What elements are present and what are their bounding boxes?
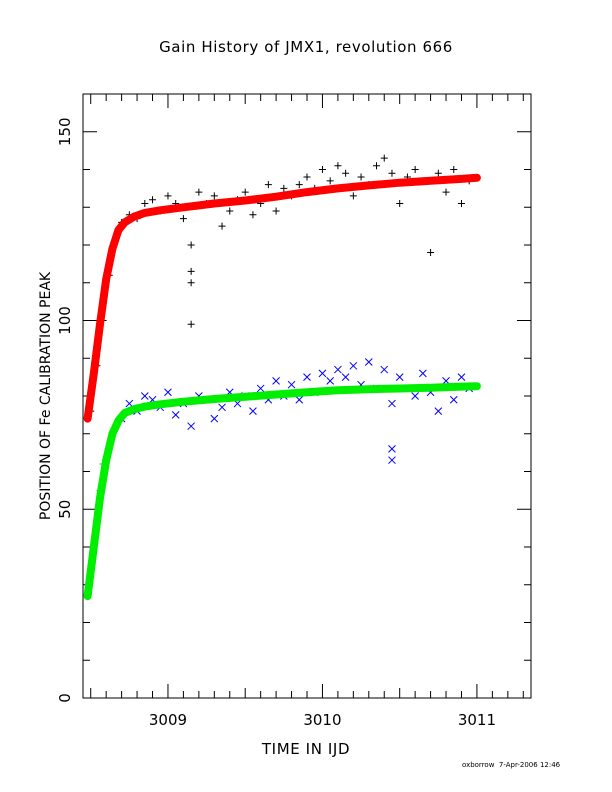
y-axis-label: POSITION OF Fe CALIBRATION PEAK: [38, 271, 54, 520]
y-tick-label: 150: [56, 117, 74, 146]
series-2-point: [318, 369, 327, 378]
y-tick-label: 100: [56, 306, 74, 335]
series-2-point: [349, 361, 358, 370]
series-2-point: [449, 395, 458, 404]
series-2-point: [256, 384, 265, 393]
series-2-point: [272, 377, 280, 385]
series-2-point: [434, 407, 443, 415]
series-0-point: [373, 162, 381, 170]
y-tick-label: 50: [56, 500, 74, 519]
y-tick-label: 0: [56, 693, 74, 703]
series-2-point: [364, 358, 373, 366]
series-0-point: [349, 192, 357, 200]
series-0-point: [210, 192, 218, 200]
series-0-point: [295, 181, 303, 189]
x-tick-label: 3010: [303, 711, 341, 729]
series-2-point: [295, 395, 304, 404]
footer-user: oxborrow: [462, 761, 495, 769]
series-2-point: [341, 373, 350, 381]
series-0-point: [226, 207, 234, 215]
series-2-point: [388, 399, 396, 408]
series-0-point: [272, 207, 280, 215]
series-0-point: [164, 192, 172, 200]
series-2-point: [457, 373, 466, 381]
series-4-fit-line: [83, 382, 481, 601]
series-2-point: [388, 456, 396, 465]
series-0-point: [149, 196, 157, 204]
series-0-point: [241, 188, 249, 196]
series-0-point: [457, 199, 465, 207]
series-0-point: [303, 173, 311, 181]
series-0-point: [342, 169, 350, 177]
series-0-point: [195, 188, 203, 196]
series-0-point: [357, 173, 365, 181]
series-0-point: [334, 162, 342, 170]
series-2-point: [249, 407, 257, 415]
series-2-point: [388, 444, 396, 453]
footer-timestamp: 7-Apr-2006 12:46: [498, 761, 561, 769]
series-0-point: [388, 169, 396, 177]
series-0-point: [264, 181, 272, 189]
series-0-point: [187, 320, 195, 328]
series-2-point: [326, 377, 335, 385]
series-2-point: [303, 373, 311, 381]
series-2-point: [171, 411, 180, 419]
series-0-point: [318, 166, 326, 173]
series-2-point: [334, 365, 342, 374]
series-0-point: [396, 199, 404, 207]
series-2-point: [419, 369, 427, 378]
series-0-point: [179, 215, 187, 223]
series-2-point: [380, 365, 389, 374]
series-0-point: [450, 166, 458, 173]
series-2-point: [395, 373, 404, 381]
series-0-point: [187, 241, 195, 249]
footer-stamp: oxborrow 7-Apr-2006 12:46: [462, 761, 560, 769]
series-0-point: [442, 188, 450, 196]
series-2-point: [411, 392, 419, 400]
x-tick-label: 3009: [149, 711, 187, 729]
chart-title: Gain History of JMX1, revolution 666: [159, 38, 453, 56]
series-0-point: [249, 211, 257, 219]
series-2-point: [210, 414, 219, 423]
series-0-point: [280, 184, 288, 192]
series-2-point: [187, 422, 195, 431]
x-axis-label: TIME IN IJD: [261, 740, 351, 758]
series-0-point: [187, 279, 195, 287]
series-1-fit-line: [83, 173, 481, 423]
series-2-point: [218, 403, 226, 412]
x-tick-label: 3011: [458, 711, 496, 729]
series-0-point: [427, 249, 435, 257]
series-0-point: [411, 166, 419, 173]
series-2-point: [164, 388, 172, 397]
series-2-point: [140, 392, 149, 400]
series-0-point: [326, 177, 334, 185]
series-0-point: [434, 169, 442, 177]
series-0-point: [380, 154, 388, 162]
series-0-point: [141, 199, 149, 207]
series-2-point: [287, 380, 296, 389]
series-0-point: [187, 267, 195, 275]
series-0-point: [218, 222, 226, 230]
